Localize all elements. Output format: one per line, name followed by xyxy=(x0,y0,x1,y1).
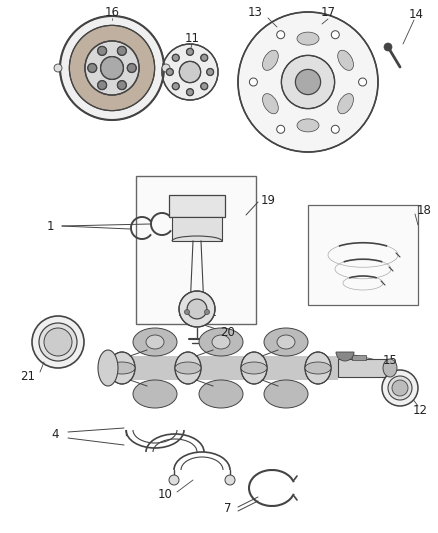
Circle shape xyxy=(277,125,285,133)
Ellipse shape xyxy=(383,359,397,377)
Ellipse shape xyxy=(98,350,118,386)
Text: 18: 18 xyxy=(417,204,431,216)
Circle shape xyxy=(207,69,214,76)
Ellipse shape xyxy=(146,335,164,349)
Ellipse shape xyxy=(297,119,319,132)
Text: 1: 1 xyxy=(46,220,54,232)
Bar xyxy=(169,195,225,217)
Circle shape xyxy=(117,80,127,90)
Ellipse shape xyxy=(277,335,295,349)
Ellipse shape xyxy=(305,362,331,374)
Text: 20: 20 xyxy=(221,326,236,338)
Ellipse shape xyxy=(241,352,267,384)
Text: 4: 4 xyxy=(51,429,59,441)
Ellipse shape xyxy=(264,328,308,356)
Circle shape xyxy=(184,310,190,314)
Circle shape xyxy=(69,26,155,111)
Circle shape xyxy=(187,299,207,319)
Ellipse shape xyxy=(109,352,135,384)
Bar xyxy=(108,356,338,380)
Circle shape xyxy=(277,31,285,39)
Ellipse shape xyxy=(199,380,243,408)
Circle shape xyxy=(98,80,106,90)
Circle shape xyxy=(359,78,367,86)
Circle shape xyxy=(187,49,194,55)
Ellipse shape xyxy=(382,370,418,406)
Ellipse shape xyxy=(338,94,353,114)
Ellipse shape xyxy=(264,380,308,408)
Ellipse shape xyxy=(133,328,177,356)
Circle shape xyxy=(172,54,179,61)
Bar xyxy=(308,205,418,305)
Text: 16: 16 xyxy=(105,5,120,19)
Circle shape xyxy=(101,56,124,79)
Bar xyxy=(172,217,222,241)
Ellipse shape xyxy=(297,32,319,45)
Ellipse shape xyxy=(109,362,135,374)
Ellipse shape xyxy=(262,94,278,114)
Circle shape xyxy=(44,328,72,356)
Circle shape xyxy=(201,54,208,61)
Circle shape xyxy=(85,41,139,95)
Bar xyxy=(352,355,366,360)
Text: 15: 15 xyxy=(382,353,397,367)
Circle shape xyxy=(295,69,321,94)
Ellipse shape xyxy=(305,352,331,384)
Circle shape xyxy=(98,46,106,55)
Circle shape xyxy=(162,64,170,72)
Text: 12: 12 xyxy=(413,403,427,416)
Text: 10: 10 xyxy=(158,489,173,502)
Circle shape xyxy=(187,88,194,95)
Ellipse shape xyxy=(133,380,177,408)
Ellipse shape xyxy=(32,316,84,368)
Text: 19: 19 xyxy=(261,193,276,206)
Circle shape xyxy=(331,125,339,133)
Bar xyxy=(136,176,256,324)
Circle shape xyxy=(179,291,215,327)
Ellipse shape xyxy=(338,50,353,70)
Circle shape xyxy=(179,61,201,83)
Wedge shape xyxy=(336,352,354,361)
Circle shape xyxy=(249,78,258,86)
Circle shape xyxy=(60,16,164,120)
Circle shape xyxy=(331,31,339,39)
Circle shape xyxy=(201,83,208,90)
Ellipse shape xyxy=(241,362,267,374)
Ellipse shape xyxy=(388,376,412,400)
Circle shape xyxy=(205,310,209,314)
Ellipse shape xyxy=(212,335,230,349)
Text: 14: 14 xyxy=(409,7,424,20)
Ellipse shape xyxy=(39,323,77,361)
Circle shape xyxy=(281,55,335,109)
Ellipse shape xyxy=(199,328,243,356)
Ellipse shape xyxy=(175,362,201,374)
Circle shape xyxy=(117,46,127,55)
Circle shape xyxy=(225,475,235,485)
Circle shape xyxy=(392,380,408,396)
Circle shape xyxy=(88,63,97,72)
Bar xyxy=(338,359,390,377)
Circle shape xyxy=(384,43,392,51)
Text: 11: 11 xyxy=(184,31,199,44)
Circle shape xyxy=(166,69,173,76)
Circle shape xyxy=(169,475,179,485)
Circle shape xyxy=(162,44,218,100)
Text: 7: 7 xyxy=(224,503,232,515)
Text: 17: 17 xyxy=(321,6,336,20)
Circle shape xyxy=(127,63,136,72)
Text: 13: 13 xyxy=(247,6,262,20)
Text: 21: 21 xyxy=(21,369,35,383)
Ellipse shape xyxy=(262,50,278,70)
Circle shape xyxy=(172,83,179,90)
Ellipse shape xyxy=(175,352,201,384)
Circle shape xyxy=(54,64,62,72)
Circle shape xyxy=(238,12,378,152)
